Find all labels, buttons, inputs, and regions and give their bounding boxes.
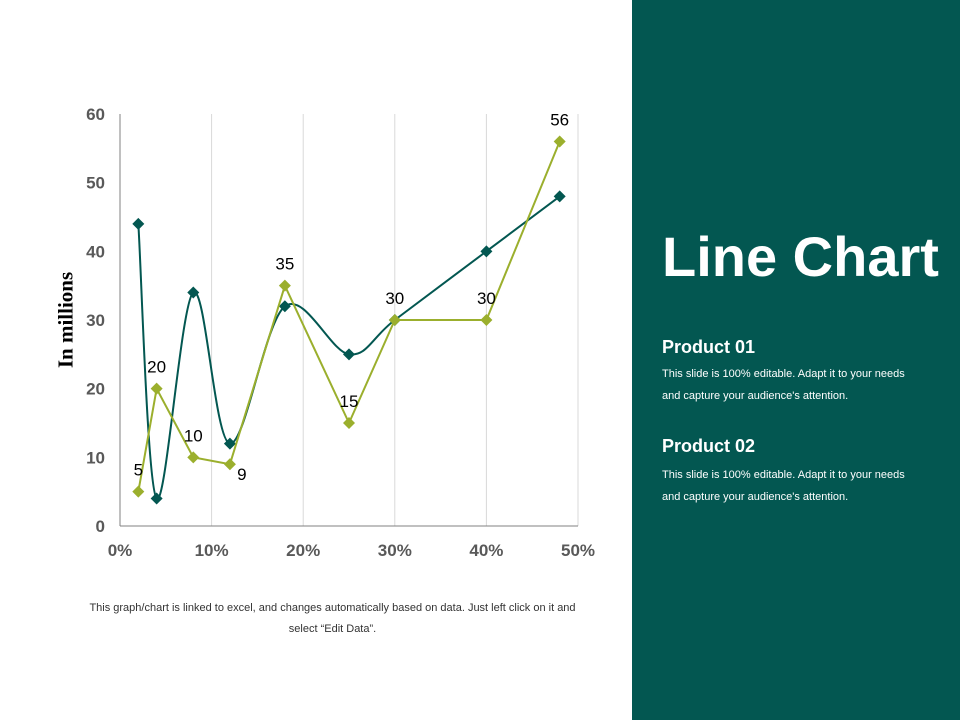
- data-point-marker: [278, 300, 291, 313]
- data-label: 5: [134, 461, 143, 480]
- data-point-marker: [132, 485, 145, 498]
- data-label: 15: [340, 392, 359, 411]
- data-label: 9: [237, 465, 246, 484]
- data-point-marker: [480, 314, 493, 326]
- product-01-heading: Product 01: [662, 337, 756, 357]
- data-point-marker: [343, 417, 355, 429]
- product-01-description: This slide is 100% editable. Adapt it to…: [662, 368, 905, 402]
- x-tick-label: 40%: [469, 541, 503, 560]
- product-02-description: This slide is 100% editable. Adapt it to…: [662, 469, 905, 503]
- series-line: [137, 195, 561, 500]
- data-point-marker: [187, 286, 200, 299]
- y-tick-label: 50: [86, 174, 105, 193]
- y-tick-label: 60: [86, 105, 105, 124]
- data-point-marker: [343, 348, 355, 361]
- data-label: 10: [184, 426, 203, 445]
- x-tick-label: 10%: [195, 541, 229, 560]
- data-label: 20: [147, 358, 166, 377]
- y-tick-label: 30: [86, 311, 105, 330]
- product-02-heading: Product 02: [662, 436, 756, 456]
- data-label: 35: [275, 255, 294, 274]
- data-point-marker: [553, 190, 566, 203]
- data-point-marker: [150, 382, 163, 395]
- x-tick-label: 30%: [378, 541, 412, 560]
- x-tick-label: 20%: [286, 541, 320, 560]
- y-axis-label: In millions: [53, 271, 78, 369]
- chart-area: 0 10 20 30 40 50 60 0% 10% 20% 30% 40% 50% 5 20 10 9 35 15…: [0, 0, 632, 720]
- data-label: 56: [550, 110, 569, 129]
- y-tick-label: 0: [96, 517, 105, 536]
- y-tick-label: 20: [86, 380, 105, 399]
- data-point-marker: [150, 492, 163, 505]
- data-point-marker: [187, 451, 200, 464]
- line-chart[interactable]: 0 10 20 30 40 50 60 0% 10% 20% 30% 40% 50% 5 20 10 9 35 15…: [0, 0, 632, 720]
- data-point-marker: [223, 458, 236, 471]
- data-point-marker: [223, 437, 236, 450]
- x-tick-label: 0%: [108, 541, 133, 560]
- data-point-marker: [278, 279, 291, 292]
- x-tick-label: 50%: [561, 541, 595, 560]
- data-label: 30: [477, 289, 496, 308]
- y-tick-label: 40: [86, 242, 105, 261]
- chart-footnote: This graph/chart is linked to excel, and…: [89, 602, 576, 635]
- data-point-marker: [480, 245, 493, 258]
- data-point-marker: [132, 217, 145, 230]
- data-point-marker: [553, 135, 566, 148]
- panel-title: Line Chart: [662, 225, 939, 288]
- y-tick-label: 10: [86, 448, 105, 467]
- data-label: 30: [385, 289, 404, 308]
- data-point-marker: [388, 314, 401, 326]
- side-panel: Line Chart Product 01 This slide is 100%…: [632, 0, 960, 720]
